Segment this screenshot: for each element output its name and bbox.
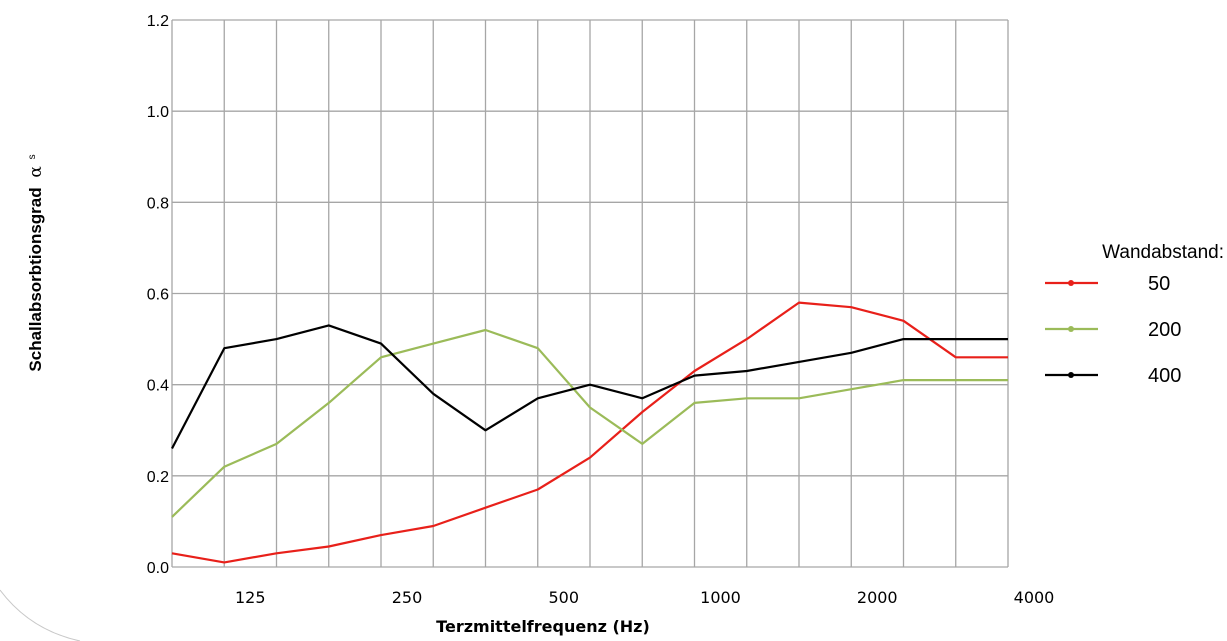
y-tick-label: 1.0 xyxy=(147,104,169,121)
y-tick-label: 0.2 xyxy=(147,469,169,486)
x-axis-label: Terzmittelfrequenz (Hz) xyxy=(436,617,650,636)
x-tick-label: 2000 xyxy=(857,588,898,607)
legend-entry-50: 50 xyxy=(1045,273,1170,295)
grid xyxy=(171,19,1009,568)
legend-label: 200 xyxy=(1148,319,1181,341)
legend-marker xyxy=(1068,326,1074,332)
legend-label: 50 xyxy=(1148,273,1170,295)
legend-title: Wandabstand: xyxy=(1102,242,1224,263)
legend-entry-200: 200 xyxy=(1045,319,1181,341)
legend-marker xyxy=(1068,280,1074,286)
legend-entry-400: 400 xyxy=(1045,365,1181,387)
series-layer xyxy=(171,301,1008,564)
decorative-arc xyxy=(0,589,81,641)
y-axis-label-group: Schallabsorbtionsgrad α s xyxy=(26,154,46,371)
legend-label: 400 xyxy=(1148,365,1181,387)
legend-marker xyxy=(1068,372,1074,378)
y-tick-label: 0.4 xyxy=(147,378,169,395)
y-tick-label: 0.6 xyxy=(147,287,169,304)
x-tick-label: 125 xyxy=(235,588,266,607)
y-tick-label: 0.0 xyxy=(147,560,169,577)
series-line-400 xyxy=(171,324,1008,450)
x-tick-label: 1000 xyxy=(700,588,741,607)
series-line-200 xyxy=(171,328,1008,518)
y-axis-symbol-subscript: s xyxy=(27,154,38,159)
svg-text:Schallabsorbtionsgrad α: Schallabsorbtionsgrad α s xyxy=(26,154,46,371)
x-tick-label: 500 xyxy=(548,588,579,607)
legend: Wandabstand: 50 200 400 xyxy=(1045,242,1224,387)
y-tick-label: 1.2 xyxy=(147,13,169,30)
y-tick-label: 0.8 xyxy=(147,195,169,212)
y-axis-label: Schallabsorbtionsgrad xyxy=(26,187,45,371)
x-tick-label: 4000 xyxy=(1014,588,1055,607)
x-tick-label: 250 xyxy=(392,588,423,607)
tick-labels: 0.0 0.2 0.4 0.6 0.8 1.0 1.2 125 250 500 1000 2000 40… xyxy=(147,13,1055,607)
series-line-50 xyxy=(171,301,1008,564)
y-axis-symbol: α xyxy=(26,166,46,178)
